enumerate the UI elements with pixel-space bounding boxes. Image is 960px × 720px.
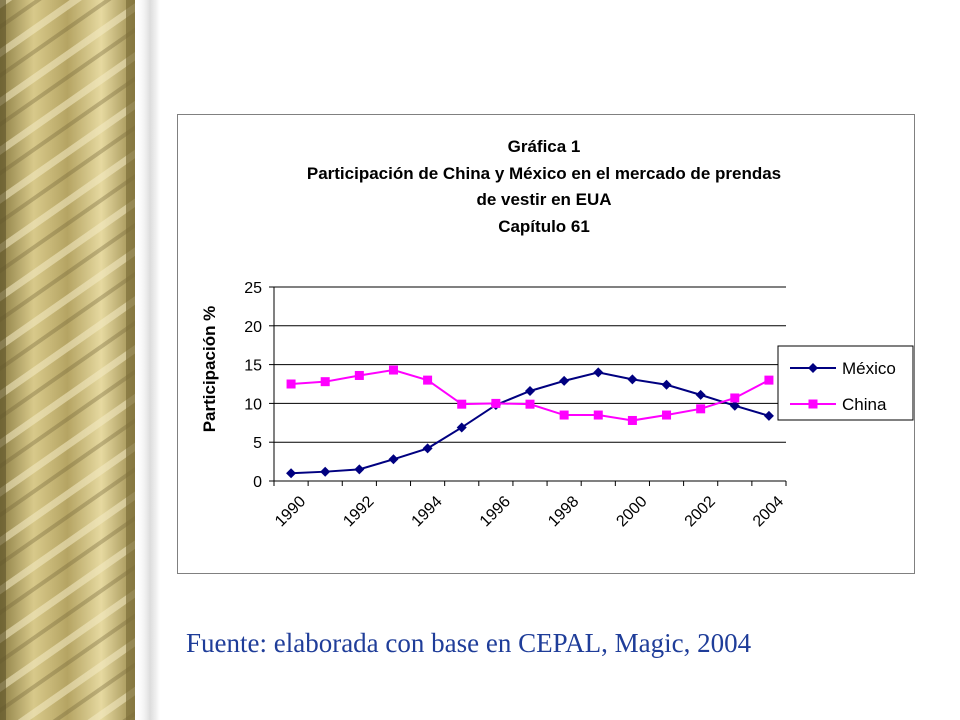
x-tick-label: 2004	[750, 493, 787, 530]
data-point-mexico	[354, 464, 365, 475]
gridlines	[274, 286, 786, 443]
y-tick-label: 5	[253, 435, 262, 452]
axes: 0 5 10 15 20 25 1990 1992 1994 1996 1998 2000 2002 20…	[244, 280, 787, 530]
legend: México China	[777, 345, 914, 421]
data-point-china	[320, 377, 330, 387]
data-point-mexico	[729, 400, 740, 411]
data-point-china	[286, 379, 296, 389]
y-axis-label: Participación %	[200, 306, 219, 433]
data-point-mexico	[422, 443, 433, 454]
x-tick-label: 1992	[340, 493, 377, 530]
source-note: Fuente: elaborada con base en CEPAL, Mag…	[186, 628, 752, 658]
data-point-china	[627, 415, 637, 425]
data-point-mexico	[763, 410, 774, 421]
chart-title-line-3: de vestir en EUA	[476, 190, 611, 209]
data-point-mexico	[559, 375, 570, 386]
data-point-mexico	[593, 367, 604, 378]
data-point-mexico	[456, 422, 467, 433]
y-tick-label: 20	[244, 319, 262, 336]
legend-label-china: China	[842, 395, 887, 414]
x-tick-label: 2000	[613, 493, 650, 530]
series	[286, 365, 774, 479]
y-tick-label: 10	[244, 396, 262, 413]
x-tick-label: 1998	[545, 493, 582, 530]
chart-title: Gráfica 1 Participación de China y Méxic…	[307, 137, 781, 236]
legend-box	[777, 345, 914, 421]
chart-title-line-1: Gráfica 1	[508, 137, 581, 156]
data-point-mexico	[286, 468, 297, 479]
data-point-mexico	[388, 454, 399, 465]
data-point-china	[491, 398, 501, 408]
x-tick-label: 1994	[409, 493, 446, 530]
decorative-side-border	[0, 0, 160, 720]
chart-title-line-2: Participación de China y México en el me…	[307, 164, 781, 183]
x-tick-label: 1990	[272, 493, 309, 530]
chart-title-line-4: Capítulo 61	[498, 217, 590, 236]
data-point-china	[764, 375, 774, 385]
data-point-mexico	[627, 374, 638, 385]
y-tick-label: 0	[253, 474, 262, 491]
data-point-mexico	[525, 385, 535, 396]
x-tick-label: 1996	[477, 493, 514, 530]
data-point-mexico	[661, 379, 672, 390]
y-tick-label: 15	[244, 358, 262, 375]
data-point-china	[354, 370, 364, 380]
data-point-china	[423, 375, 433, 385]
data-point-china	[593, 410, 603, 420]
data-point-china	[662, 410, 672, 420]
data-point-china	[696, 404, 706, 414]
chart-frame: Gráfica 1 Participación de China y Méxic…	[177, 114, 915, 574]
data-point-china	[388, 365, 398, 375]
data-point-mexico	[320, 466, 331, 477]
legend-label-mexico: México	[842, 359, 896, 378]
data-point-china	[457, 399, 467, 409]
data-point-china	[730, 393, 740, 403]
data-point-china	[559, 410, 569, 420]
legend-marker-china	[808, 399, 818, 409]
x-tick-label: 2002	[682, 493, 719, 530]
y-tick-label: 25	[244, 280, 262, 297]
legend-marker-mexico	[808, 363, 818, 373]
line-chart: Gráfica 1 Participación de China y Méxic…	[200, 137, 914, 530]
data-point-china	[525, 399, 535, 409]
data-point-mexico	[695, 389, 706, 400]
